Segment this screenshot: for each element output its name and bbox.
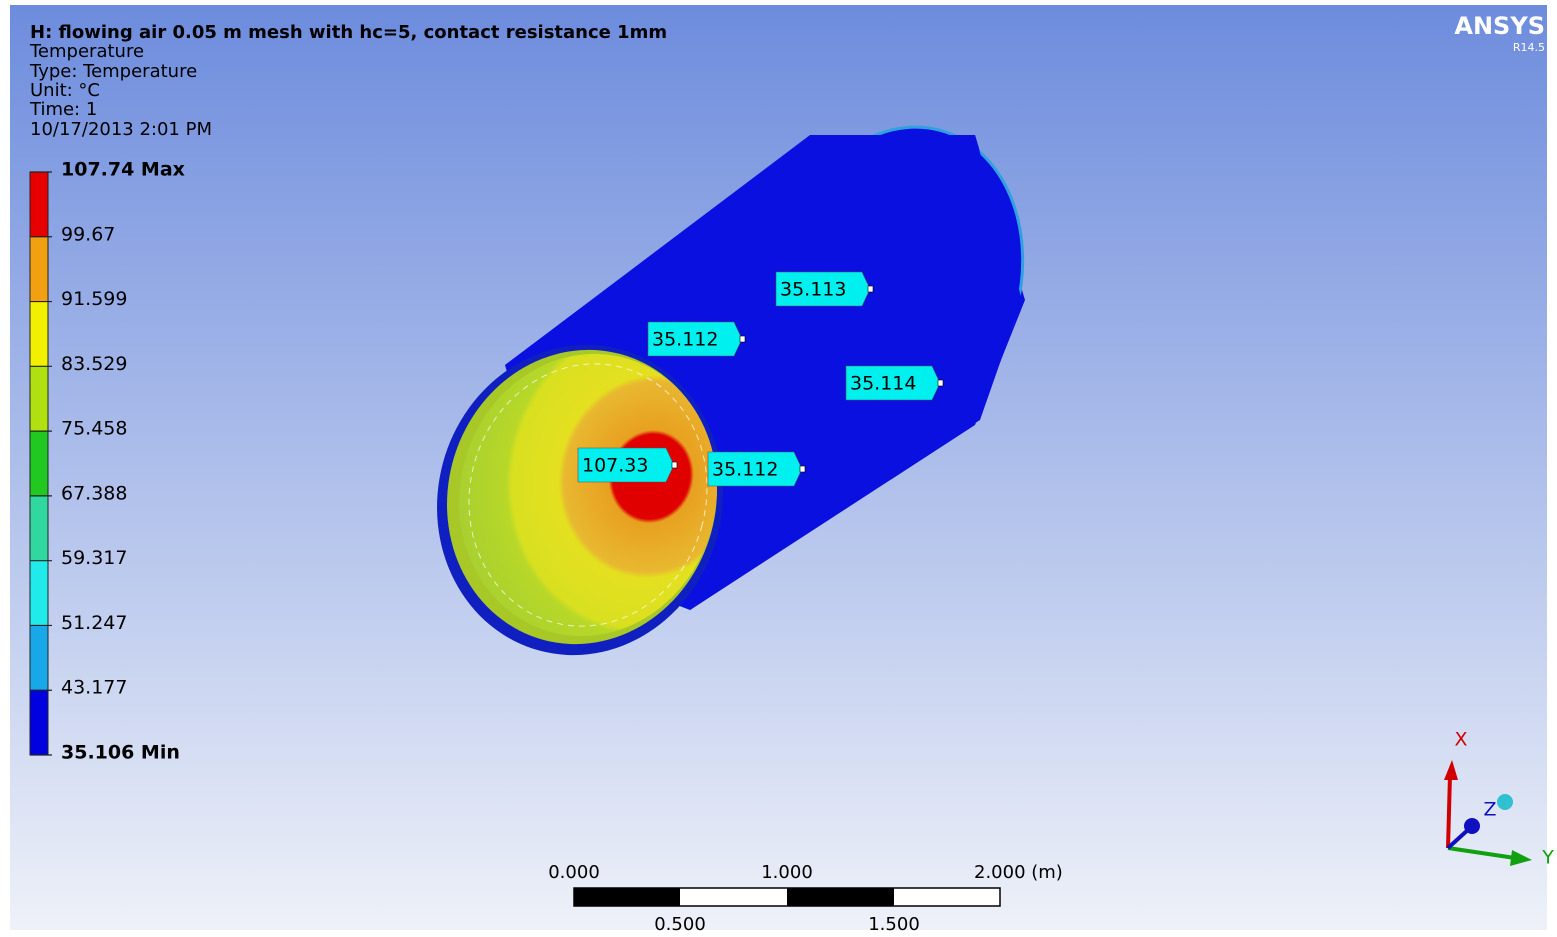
probe-label: 35.114 <box>850 373 916 395</box>
legend-label: 59.317 <box>61 547 127 569</box>
probe-label: 35.112 <box>712 459 778 481</box>
triad-label: X <box>1454 729 1467 751</box>
triad-label: Z <box>1483 799 1496 821</box>
legend-band <box>30 172 48 237</box>
result-line: Time: 1 <box>29 99 97 120</box>
probe-label: 107.33 <box>582 455 648 477</box>
result-line: Temperature <box>29 41 144 62</box>
legend-band <box>30 431 48 496</box>
legend-label: 67.388 <box>61 482 127 504</box>
legend-band <box>30 237 48 302</box>
legend-label: 99.67 <box>61 223 115 245</box>
scale-label: 0.500 <box>654 914 706 935</box>
legend-label: 35.106 Min <box>61 742 180 764</box>
legend-band <box>30 690 48 755</box>
triad-label: Y <box>1541 847 1554 869</box>
legend-band <box>30 625 48 690</box>
legend-label: 83.529 <box>61 353 127 375</box>
page: {"header": {"title": "H: flowing air 0.0… <box>0 0 1557 937</box>
scale-label: 1.000 <box>761 862 813 883</box>
result-line: Type: Temperature <box>29 61 197 82</box>
probe-point <box>672 462 677 468</box>
scale-bar <box>574 888 1000 906</box>
result-line: Unit: °C <box>30 80 100 101</box>
legend-band <box>30 366 48 431</box>
legend-band <box>30 496 48 561</box>
scale-label: 1.500 <box>868 914 920 935</box>
legend-label: 51.247 <box>61 612 127 634</box>
result-title: H: flowing air 0.05 m mesh with hc=5, co… <box>30 22 667 43</box>
legend-label: 107.74 Max <box>61 159 185 181</box>
probe-label: 35.113 <box>780 279 846 301</box>
probe-point <box>740 336 745 342</box>
probe-point <box>800 466 805 472</box>
logo-version: R14.5 <box>1513 41 1545 54</box>
legend-label: 43.177 <box>61 677 127 699</box>
probe-label: 35.112 <box>652 329 718 351</box>
scale-label: 0.000 <box>548 862 600 883</box>
scale-label: 2.000 (m) <box>974 862 1063 883</box>
probe-point <box>868 286 873 292</box>
viewport: H: flowing air 0.05 m mesh with hc=5, co… <box>0 0 1557 937</box>
probe-point <box>938 380 943 386</box>
legend-band <box>30 561 48 626</box>
result-line: 10/17/2013 2:01 PM <box>30 119 212 140</box>
legend-label: 75.458 <box>61 418 127 440</box>
legend-band <box>30 302 48 367</box>
legend-label: 91.599 <box>61 288 127 310</box>
logo: ANSYS <box>1454 12 1545 40</box>
